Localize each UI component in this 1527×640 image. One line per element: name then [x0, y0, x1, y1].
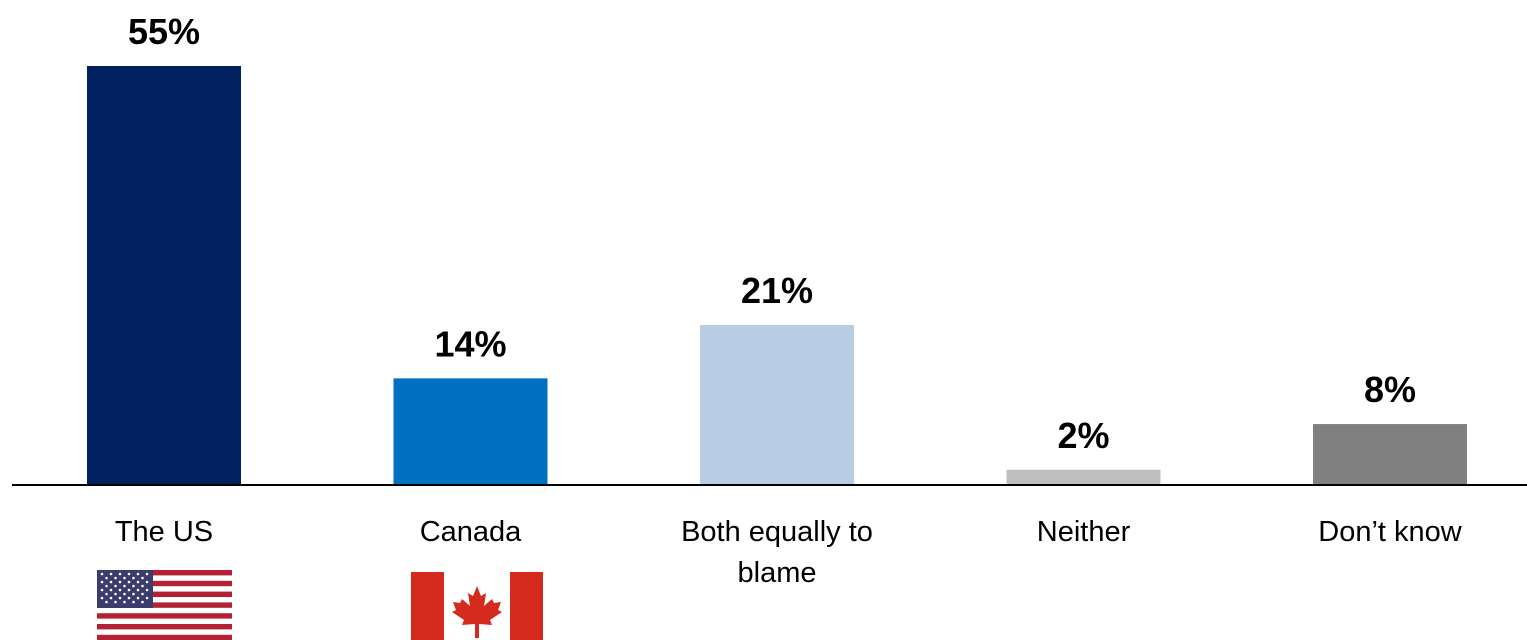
bar-3	[1006, 469, 1161, 485]
canada-flag-icon	[411, 572, 543, 640]
bar-0	[87, 66, 241, 485]
data-label-4: 8%	[1364, 369, 1416, 410]
tick-label-3: Neither	[1037, 516, 1131, 548]
data-label-3: 2%	[1057, 415, 1109, 456]
bars-group	[87, 66, 1467, 485]
tick-label-0: The US	[115, 516, 213, 548]
data-label-0: 55%	[128, 11, 200, 52]
data-label-1: 14%	[434, 323, 506, 364]
bar-1	[393, 378, 548, 485]
tick-label-1: Canada	[420, 516, 522, 548]
data-label-2: 21%	[741, 270, 813, 311]
labels-group: 55% The US 14% Canada 21% Both equally to blam…	[115, 11, 1463, 589]
bar-2	[700, 325, 854, 485]
tick-label-2-line-1: blame	[738, 557, 817, 589]
tick-label-4: Don’t know	[1318, 516, 1463, 548]
tick-label-2-line-0: Both equally to	[681, 516, 873, 548]
bar-4	[1313, 424, 1467, 485]
us-flag-icon	[97, 570, 232, 640]
